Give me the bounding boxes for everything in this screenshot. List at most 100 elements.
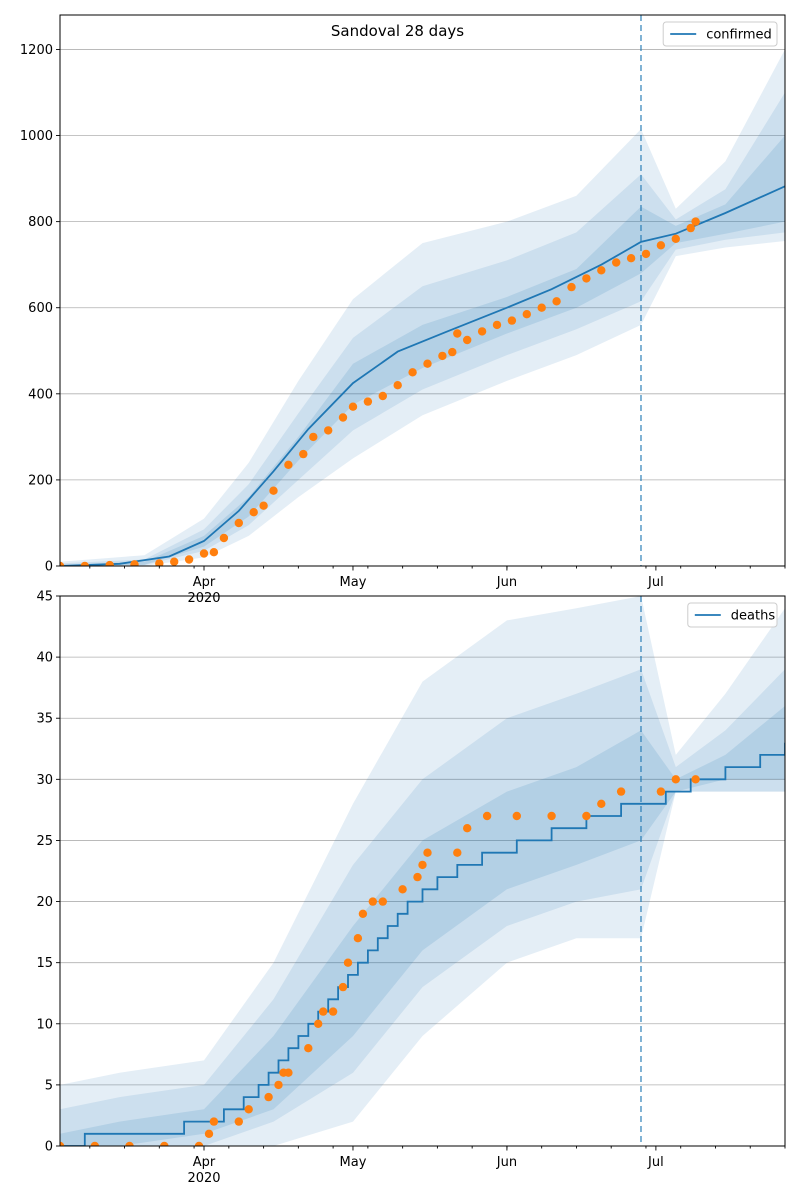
observed-point xyxy=(463,335,472,345)
observed-point xyxy=(284,1068,293,1077)
observed-point xyxy=(393,381,402,390)
y-tick-label: 0 xyxy=(45,1140,53,1155)
observed-point xyxy=(567,282,576,292)
observed-point xyxy=(423,359,432,368)
observed-point xyxy=(686,223,695,233)
y-tick-label: 25 xyxy=(36,834,53,849)
observed-point xyxy=(612,258,621,267)
observed-point xyxy=(398,885,407,894)
y-tick-label: 200 xyxy=(28,473,53,488)
observed-point xyxy=(626,254,636,263)
observed-point xyxy=(597,266,606,275)
observed-point xyxy=(60,1141,65,1146)
y-tick-label: 20 xyxy=(36,895,53,910)
observed-point xyxy=(170,557,179,566)
observed-point xyxy=(284,460,293,469)
observed-point xyxy=(482,811,492,821)
observed-point xyxy=(463,824,472,833)
observed-point xyxy=(328,1007,338,1016)
band-inner xyxy=(60,135,785,566)
observed-point xyxy=(363,397,373,406)
observed-point xyxy=(477,327,487,336)
series-step-deaths xyxy=(60,742,785,1146)
axes-frame xyxy=(59,14,786,567)
y-tick-label: 10 xyxy=(36,1017,53,1032)
observed-point xyxy=(259,501,268,510)
x-tick-label: Apr xyxy=(193,1155,216,1170)
observed-point xyxy=(160,1141,169,1146)
observed-point xyxy=(338,982,348,992)
y-tick-label: 0 xyxy=(45,560,53,575)
x-tick-label: Jun xyxy=(496,575,517,590)
y-tick-label: 40 xyxy=(36,651,53,666)
legend-box xyxy=(662,21,778,47)
observed-point xyxy=(537,303,546,312)
observed-point xyxy=(299,449,308,459)
y-tick-label: 400 xyxy=(28,387,53,402)
observed-point xyxy=(80,561,89,566)
observed-point xyxy=(234,1117,243,1126)
observed-point xyxy=(358,909,368,918)
observed-point xyxy=(691,775,700,784)
x-tick-label: Apr xyxy=(193,575,216,590)
y-tick-label: 1000 xyxy=(20,129,53,144)
observed-point xyxy=(656,241,666,250)
observed-point xyxy=(671,234,680,243)
observed-point xyxy=(184,555,194,564)
observed-point xyxy=(343,958,353,967)
observed-point xyxy=(492,320,502,330)
observed-point xyxy=(264,1092,273,1102)
observed-point xyxy=(448,347,457,357)
observed-point xyxy=(274,1080,283,1090)
observed-point xyxy=(378,897,387,906)
y-tick-label: 5 xyxy=(45,1078,53,1093)
observed-point xyxy=(304,1044,313,1053)
observed-point xyxy=(194,1141,204,1146)
observed-point xyxy=(522,310,531,319)
observed-point xyxy=(309,432,318,442)
observed-point xyxy=(125,1141,134,1146)
axes-frame xyxy=(59,595,786,1147)
chart-title: Sandoval 28 days xyxy=(331,22,464,40)
observed-point xyxy=(582,811,591,821)
observed-point xyxy=(418,860,427,870)
observed-point xyxy=(90,1141,99,1146)
observed-point xyxy=(130,560,139,566)
observed-point xyxy=(209,1117,219,1126)
observed-point xyxy=(319,1007,328,1016)
observed-point xyxy=(616,787,626,796)
x-tick-label: Jun xyxy=(496,1155,517,1170)
observed-point xyxy=(507,316,517,325)
x-tick-label: May xyxy=(340,1155,367,1170)
legend-label: deaths xyxy=(731,609,776,624)
series-line-confirmed xyxy=(60,185,785,566)
observed-point xyxy=(199,549,209,558)
band-outer xyxy=(60,596,785,1146)
observed-point xyxy=(219,533,229,543)
x-tick-label: Jul xyxy=(647,575,664,590)
observed-point xyxy=(368,897,377,906)
plot-area xyxy=(60,596,785,1146)
observed-point xyxy=(378,391,387,401)
x-tick-label: Jul xyxy=(647,1155,664,1170)
y-tick-label: 1200 xyxy=(20,43,53,58)
x-tick-sublabel: 2020 xyxy=(187,591,220,606)
observed-point xyxy=(671,775,680,784)
observed-point xyxy=(408,368,417,377)
observed-point xyxy=(453,848,462,857)
y-tick-label: 15 xyxy=(36,956,53,971)
x-tick-sublabel: 2020 xyxy=(187,1171,220,1186)
observed-point xyxy=(691,217,700,226)
observed-point xyxy=(547,811,556,821)
observed-point xyxy=(155,559,164,566)
observed-point xyxy=(423,848,432,857)
legend: confirmed xyxy=(662,21,778,47)
observed-point xyxy=(209,548,219,557)
band-middle xyxy=(60,92,785,566)
y-tick-label: 30 xyxy=(36,773,53,788)
legend: deaths xyxy=(687,602,778,628)
observed-point xyxy=(656,787,666,796)
